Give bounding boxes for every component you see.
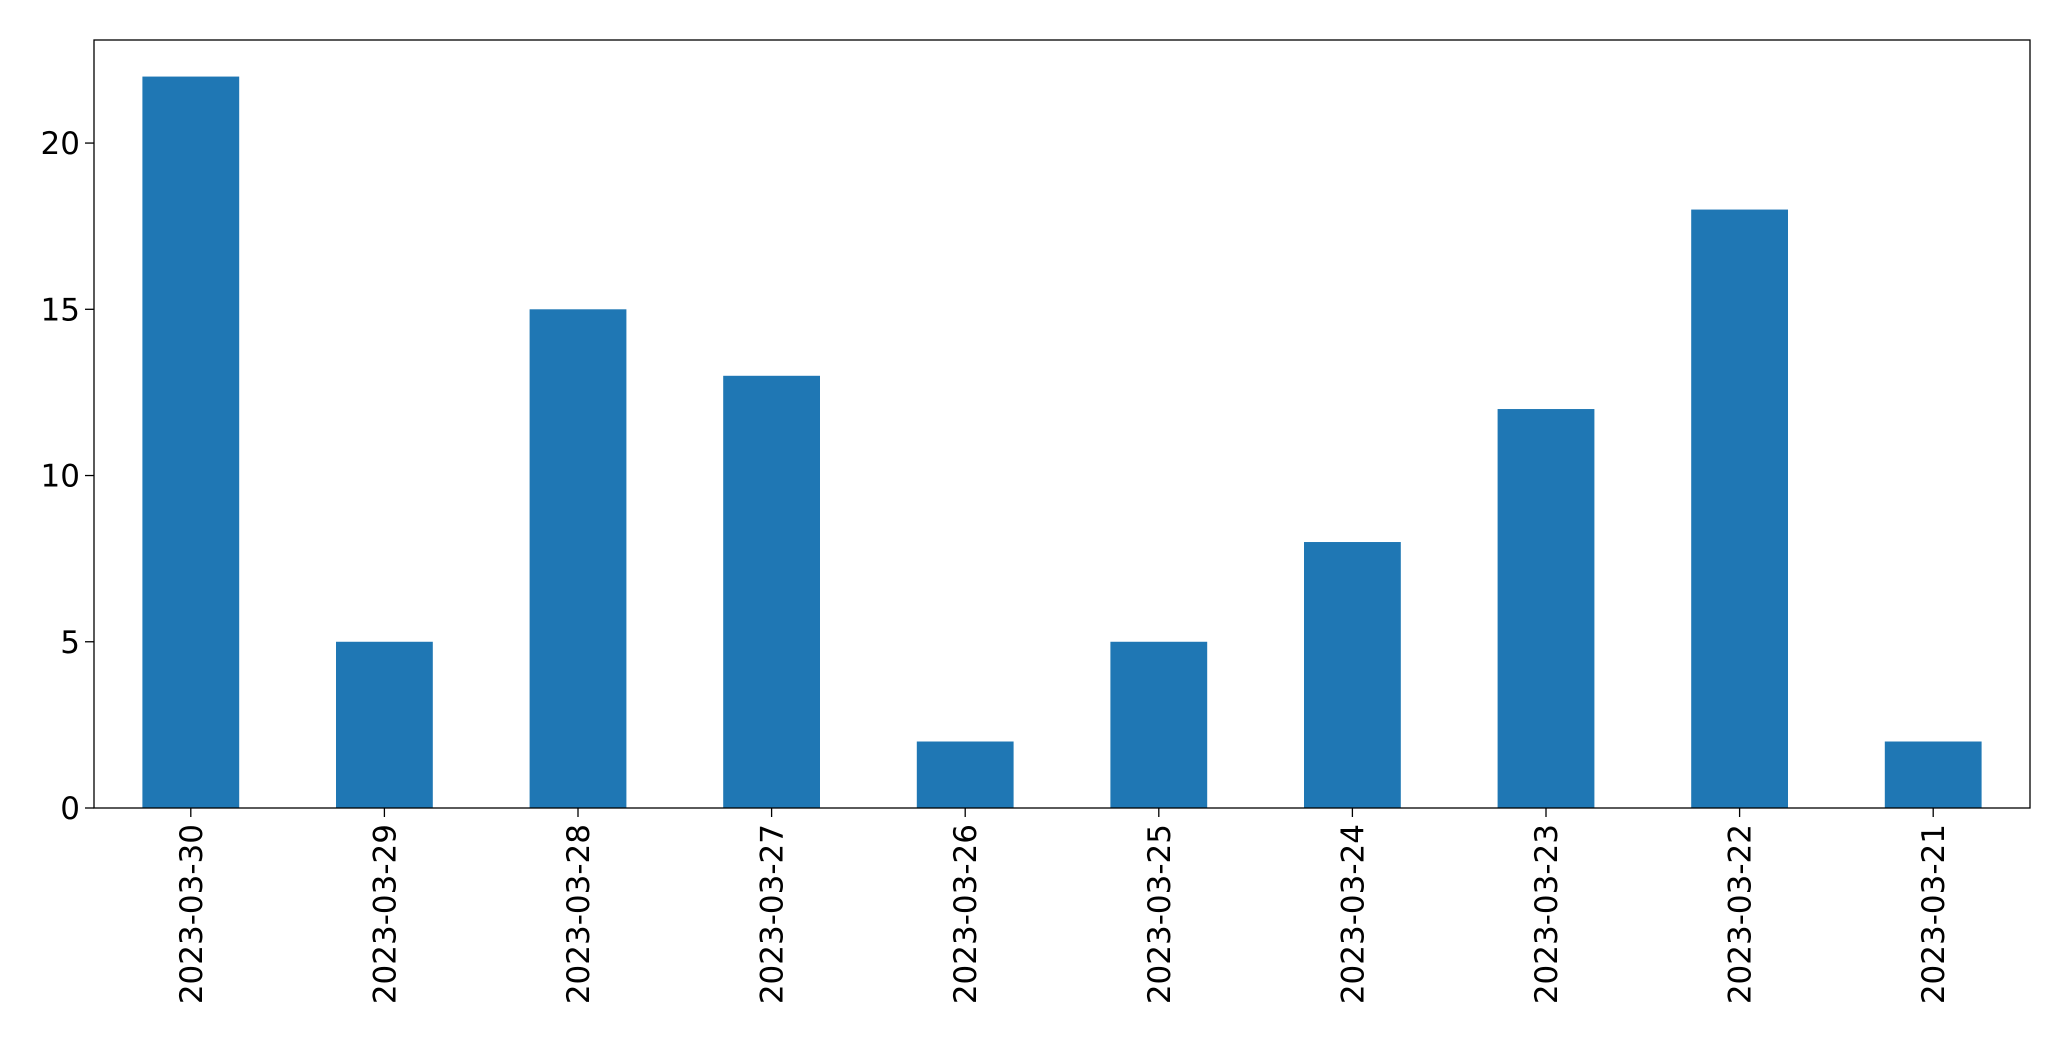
x-tick-label: 2023-03-26 bbox=[948, 824, 984, 1004]
x-tick-label: 2023-03-21 bbox=[1916, 824, 1952, 1004]
bar bbox=[1691, 209, 1788, 808]
bar bbox=[1884, 741, 1982, 808]
bar bbox=[1497, 409, 1595, 808]
bar bbox=[723, 375, 820, 808]
y-tick-label: 15 bbox=[41, 292, 80, 328]
x-tick-label: 2023-03-30 bbox=[174, 824, 210, 1004]
bar bbox=[529, 309, 627, 808]
x-tick-label: 2023-03-25 bbox=[1142, 824, 1178, 1004]
bar bbox=[1304, 542, 1401, 808]
x-tick-label: 2023-03-28 bbox=[561, 824, 597, 1004]
y-tick-label: 20 bbox=[41, 126, 80, 162]
y-tick-label: 5 bbox=[60, 625, 80, 661]
x-tick-label: 2023-03-23 bbox=[1529, 824, 1565, 1004]
bar bbox=[1110, 641, 1208, 808]
x-tick-label: 2023-03-27 bbox=[755, 824, 791, 1004]
bar bbox=[916, 741, 1014, 808]
plot-frame bbox=[93, 39, 2031, 809]
bar bbox=[142, 76, 240, 809]
x-tick-label: 2023-03-29 bbox=[367, 824, 403, 1004]
y-tick-label: 0 bbox=[60, 791, 80, 827]
x-tick-label: 2023-03-24 bbox=[1335, 824, 1371, 1004]
y-tick-label: 10 bbox=[41, 459, 80, 495]
x-tick-label: 2023-03-22 bbox=[1723, 824, 1759, 1004]
bar bbox=[336, 641, 433, 808]
